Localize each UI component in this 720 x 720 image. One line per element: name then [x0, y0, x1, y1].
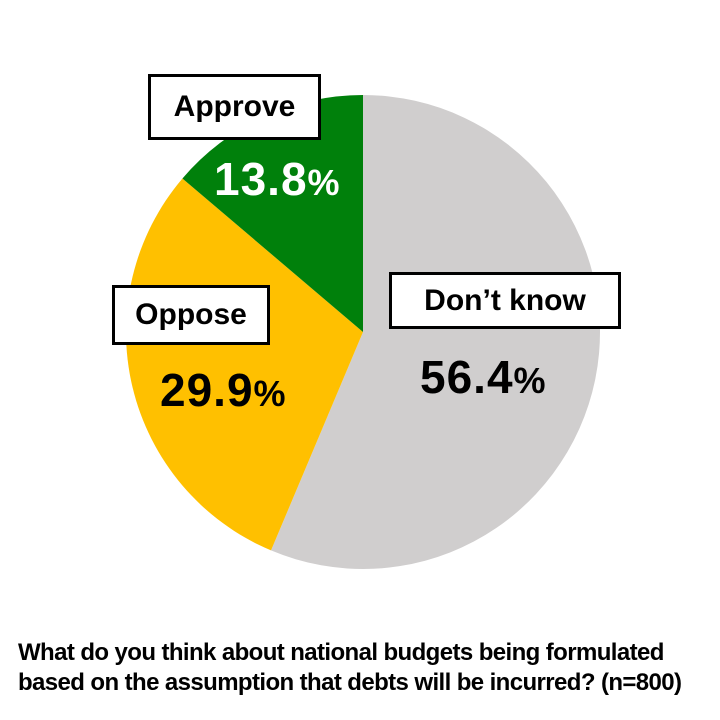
data-label-oppose: 29.9% [160, 364, 287, 416]
pie-chart [125, 95, 601, 569]
pie-slice-oppose [125, 178, 363, 551]
pie-slice-dont-know [271, 95, 601, 569]
label-oppose: Oppose [112, 285, 270, 345]
data-label-dont-know: 56.4% [420, 351, 547, 403]
pie-slice-approve [182, 95, 363, 332]
question-caption: What do you think about national budgets… [18, 639, 682, 696]
data-label-approve: 13.8% [214, 153, 341, 205]
label-approve: Approve [148, 74, 321, 140]
label-dont-know: Don’t know [389, 272, 621, 329]
